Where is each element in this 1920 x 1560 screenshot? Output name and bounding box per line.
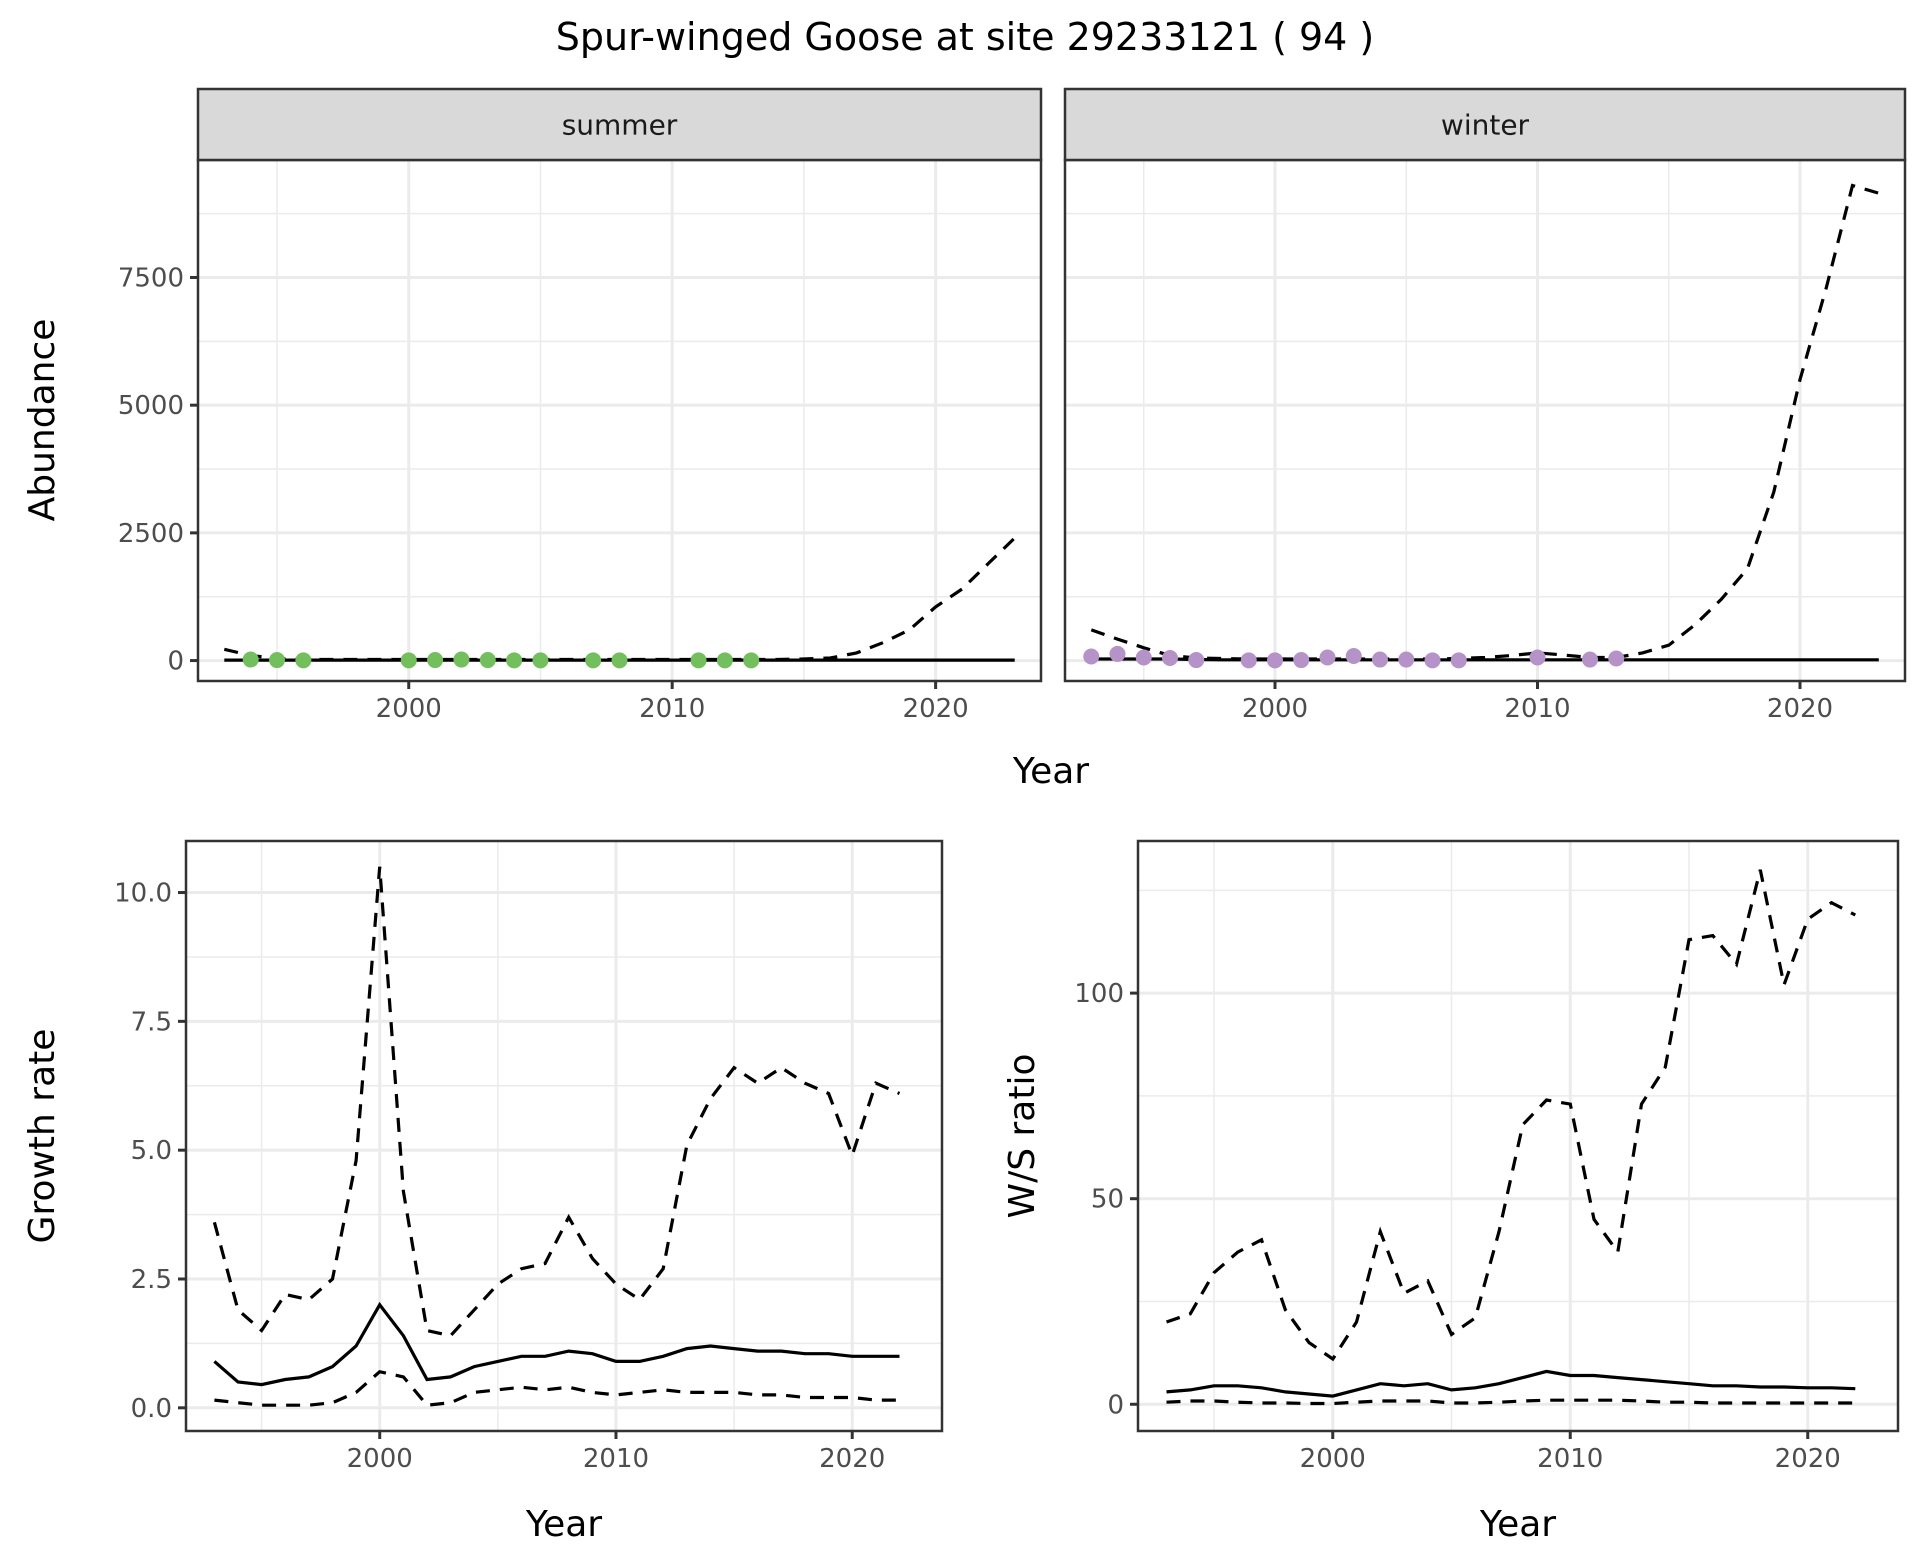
x-tick-label: 2010 [1504,694,1570,724]
y-tick-label: 7500 [118,263,184,293]
y-tick-label: 50 [1091,1185,1124,1215]
x-tick-label: 2020 [1775,1444,1841,1474]
data-point [1267,652,1283,669]
x-axis-label: Year [525,1504,602,1545]
x-tick-label: 2020 [1767,694,1833,724]
y-tick-label: 0.0 [131,1394,172,1424]
x-axis-label: Year [1479,1504,1556,1545]
panel-border [1063,158,1907,683]
series-line-lower [214,1369,900,1407]
series-line-lower [1166,1398,1856,1406]
facet-strip [1063,87,1907,162]
y-axis-label: Abundance [22,319,63,522]
x-tick-label: 2010 [639,694,705,724]
y-tick-label: 100 [1074,979,1124,1009]
data-point [1582,651,1598,668]
x-tick-label: 2010 [1537,1444,1603,1474]
data-point [427,652,444,669]
facet-strip-label: winter [1441,109,1530,142]
data-point [1529,649,1546,666]
data-point [743,652,760,669]
data-point [1240,652,1257,669]
data-point [1162,650,1178,667]
series-line-upper [1090,183,1880,661]
x-tick-label: 2000 [376,694,442,724]
top-x-axis-label: Year [1012,751,1089,792]
x-tick-label: 2000 [1242,694,1308,724]
y-tick-label: 0 [167,647,184,677]
data-point [1345,647,1362,664]
x-tick-label: 2020 [903,694,969,724]
x-tick-label: 2020 [819,1444,885,1474]
data-point [716,652,733,669]
data-point [453,651,470,668]
x-tick-label: 2000 [1300,1444,1366,1474]
series-line-upper [223,536,1016,662]
facet-strip [196,87,1043,162]
y-tick-label: 7.5 [131,1007,172,1037]
series-line-upper [1165,869,1857,1362]
y-tick-label: 5.0 [131,1136,172,1166]
panel-border [196,158,1043,683]
data-point [506,652,523,669]
data-point [1450,652,1467,669]
data-point [479,652,496,669]
y-axis-label: Growth rate [22,1029,63,1244]
data-point [400,652,417,669]
y-tick-label: 0 [1107,1390,1124,1420]
data-point [1424,652,1441,669]
data-point [1608,650,1625,667]
series-line-estimate [1091,657,1879,662]
data-point [1319,649,1336,666]
panel-growth: 2000 2010 2020 0.0 2.5 5.0 7.5 10.0 Growth rate Y… [22,839,944,1545]
data-point [1398,651,1415,668]
data-point [611,652,628,669]
x-tick-label: 2010 [583,1444,649,1474]
panel-winter: 2000 2010 2020 winter [1063,87,1907,724]
y-tick-label: 2500 [118,519,184,549]
panel-border [1136,839,1900,1433]
data-point [295,652,312,669]
data-point [1188,652,1205,669]
data-point [532,652,549,669]
series-line-estimate [1166,1369,1856,1398]
data-point [690,652,707,669]
data-point [1135,649,1152,666]
y-tick-label: 5000 [118,391,184,421]
data-point [1083,648,1100,665]
series-line-estimate [213,1301,900,1387]
data-point [1372,651,1388,668]
data-point [585,652,602,669]
panel-border [184,839,944,1433]
data-point [1109,645,1126,662]
y-tick-label: 10.0 [114,879,172,909]
chart-title: Spur-winged Goose at site 29233121 ( 94 … [556,15,1374,59]
y-axis-label: W/S ratio [1002,1053,1043,1218]
panel-summer: 2000 2010 2020 0 2500 5000 7500 summer Abundance [22,87,1043,724]
data-point [242,651,259,668]
facet-strip-label: summer [562,109,678,142]
data-point [1293,652,1310,669]
x-tick-label: 2000 [347,1444,413,1474]
data-point [269,652,286,669]
panel-ws_ratio: 2000 2010 2020 0 50 100 W/S ratio Year [1002,839,1900,1545]
series-line-upper [212,866,901,1338]
y-tick-label: 2.5 [131,1265,172,1295]
